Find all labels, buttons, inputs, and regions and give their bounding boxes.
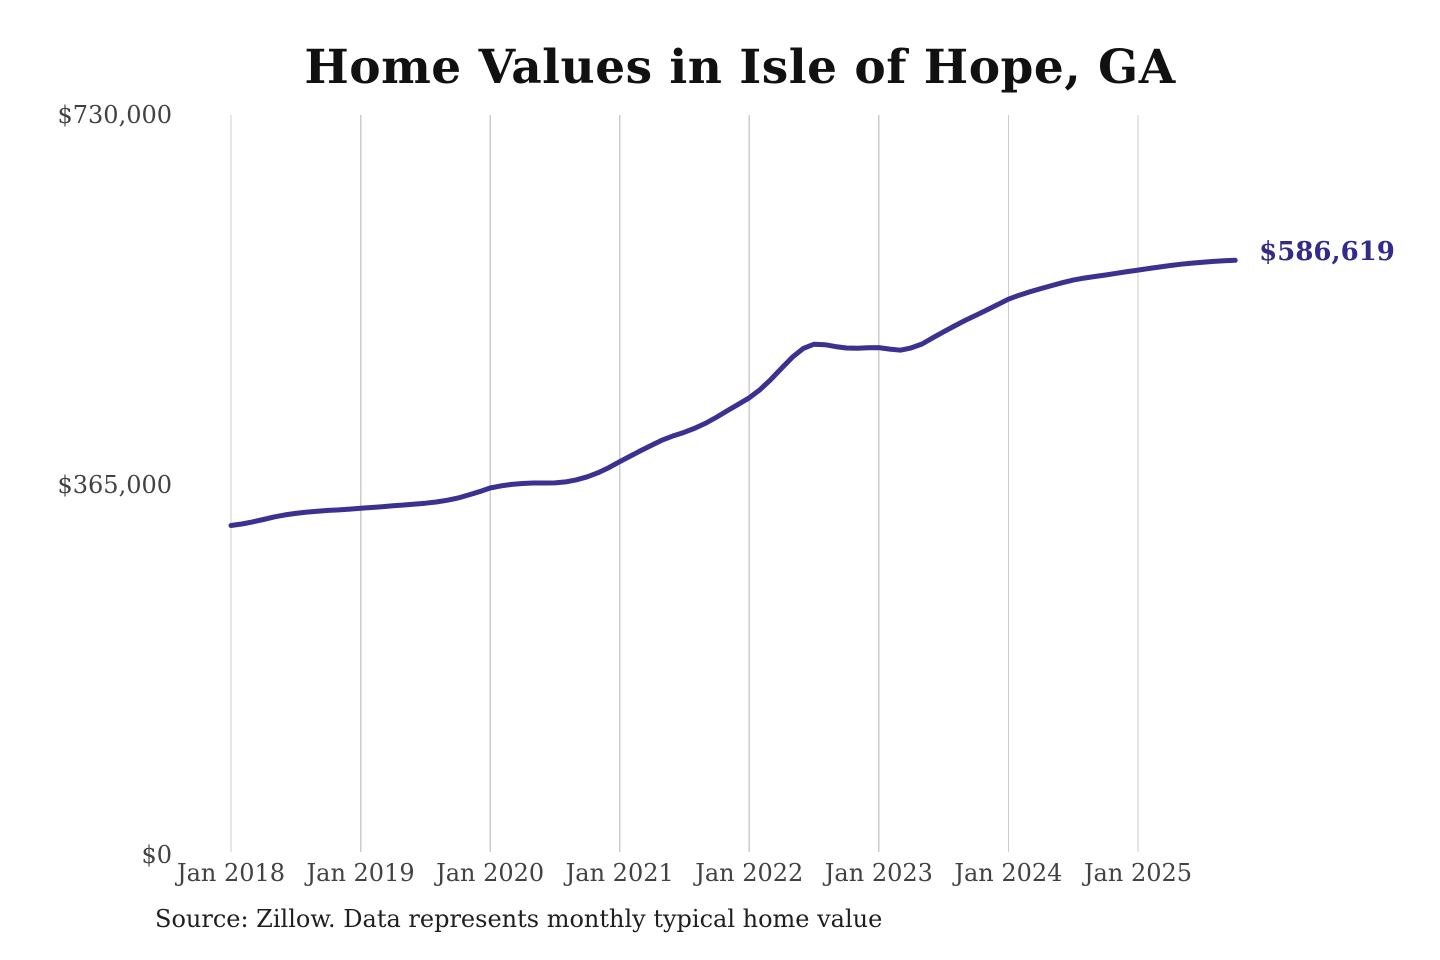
latest-value-label: $586,619 <box>1259 237 1395 268</box>
x-axis-tick-label: Jan 2024 <box>954 859 1063 887</box>
x-axis-tick-label: Jan 2019 <box>306 859 415 887</box>
x-axis-tick-label: Jan 2025 <box>1083 859 1193 887</box>
x-axis-tick-label: Jan 2020 <box>436 859 545 887</box>
y-axis-tick-label: $0 <box>141 841 172 869</box>
y-axis-tick-label: $730,000 <box>57 101 172 129</box>
x-axis-tick-label: Jan 2018 <box>176 859 286 887</box>
chart-title: Home Values in Isle of Hope, GA <box>304 40 1176 95</box>
x-axis-tick-label: Jan 2023 <box>824 859 933 887</box>
x-axis-tick-label: Jan 2022 <box>695 859 804 887</box>
home-value-line <box>228 257 1238 528</box>
x-axis-tick-label: Jan 2021 <box>565 859 674 887</box>
y-axis-tick-label: $365,000 <box>57 471 172 499</box>
source-note: Source: Zillow. Data represents monthly … <box>155 905 883 933</box>
